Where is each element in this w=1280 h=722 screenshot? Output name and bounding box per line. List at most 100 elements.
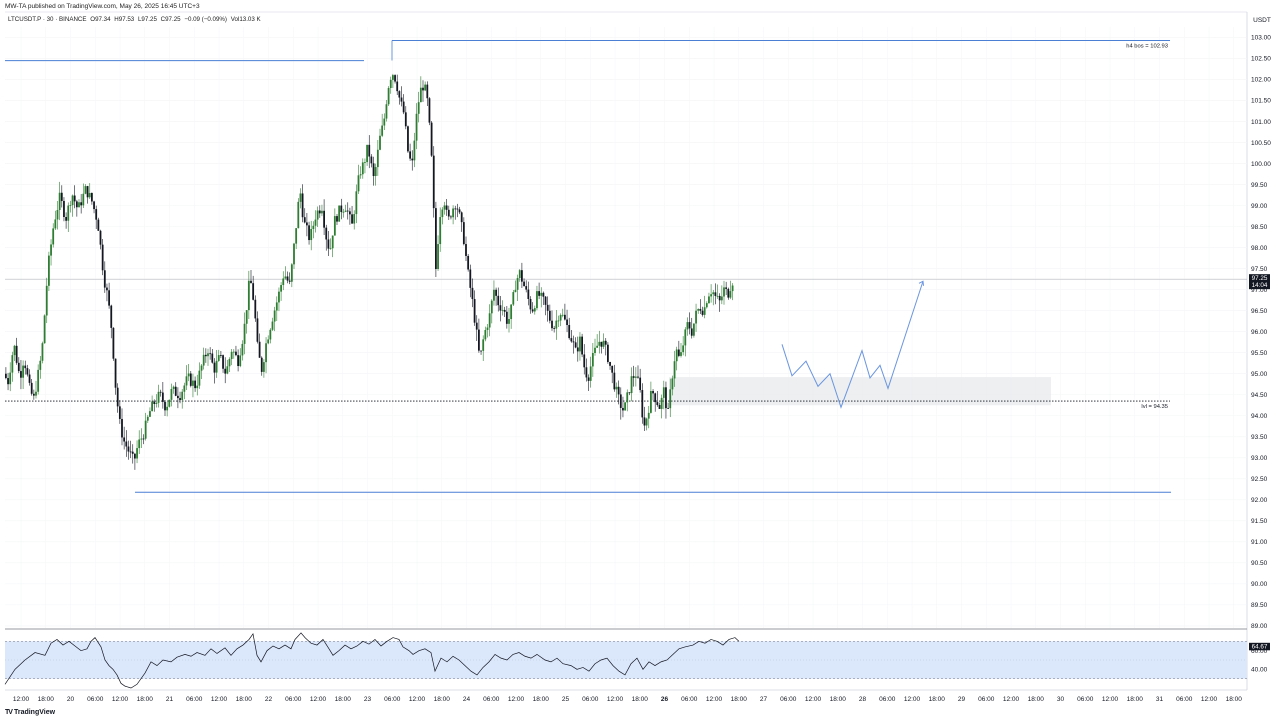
candle-body xyxy=(591,353,594,367)
candle-body xyxy=(271,321,274,330)
candle-body xyxy=(11,355,14,373)
candle-body xyxy=(187,373,190,377)
candle-body xyxy=(387,88,390,105)
candle-body xyxy=(450,216,452,218)
x-tick-label: 18:00 xyxy=(1028,696,1045,703)
x-tick-label: 06:00 xyxy=(681,696,698,703)
brand-label: TradingView xyxy=(13,709,56,716)
candle-body xyxy=(198,370,201,386)
candle-body xyxy=(250,280,252,284)
candle-body xyxy=(482,339,485,351)
currency-label: USDT xyxy=(1253,17,1271,24)
candle-body xyxy=(654,393,657,403)
x-tick-label: 12:00 xyxy=(310,696,327,703)
candle-body xyxy=(116,387,119,407)
rsi-line xyxy=(4,632,740,689)
candle-body xyxy=(297,201,300,229)
x-tick-label: 18:00 xyxy=(335,696,352,703)
candle-body xyxy=(22,365,24,378)
y-tick-label: 91.50 xyxy=(1251,518,1268,525)
candle-body xyxy=(525,286,528,290)
candle-body xyxy=(325,227,328,240)
candle-body xyxy=(215,360,218,373)
candle-body xyxy=(310,229,313,241)
candle-body xyxy=(723,287,725,297)
candle-body xyxy=(196,385,199,389)
candle-body xyxy=(192,380,194,386)
candle-body xyxy=(157,391,160,403)
candle-body xyxy=(628,392,631,394)
candle-body xyxy=(58,192,61,211)
candle-body xyxy=(643,417,646,426)
published-note: MW-TA published on TradingView.com, May … xyxy=(5,3,200,10)
candle-body xyxy=(660,397,663,409)
x-tick-label: 12:00 xyxy=(112,696,129,703)
candle-body xyxy=(295,228,298,244)
y-tick-label: 93.50 xyxy=(1251,434,1268,441)
symbol-name[interactable]: LTCUSDT.P · 30 · BINANCE xyxy=(8,16,87,23)
candle-body xyxy=(254,299,257,319)
candle-body xyxy=(589,366,592,381)
candle-body xyxy=(385,104,388,119)
candle-body xyxy=(318,210,321,214)
candle-body xyxy=(56,210,59,220)
candle-body xyxy=(503,309,506,312)
candle-body xyxy=(650,391,652,413)
candle-body xyxy=(140,438,143,440)
candle-body xyxy=(20,371,22,378)
candle-body xyxy=(86,186,89,198)
x-tick-label: 12:00 xyxy=(607,696,624,703)
candle-body xyxy=(99,230,102,245)
x-tick-label: 31 xyxy=(1156,696,1164,703)
candle-body xyxy=(561,314,564,316)
candle-body xyxy=(598,341,601,346)
candle-body xyxy=(301,193,304,218)
ohlc-low: L97.25 xyxy=(137,16,157,23)
candle-body xyxy=(409,151,411,159)
candle-body xyxy=(252,283,255,300)
candle-body xyxy=(475,322,478,330)
candle-body xyxy=(415,113,418,141)
candle-body xyxy=(490,300,493,314)
candle-body xyxy=(355,191,358,215)
candle-body xyxy=(690,328,693,336)
candle-body xyxy=(265,343,267,363)
candle-body xyxy=(308,225,310,241)
symbol-legend[interactable]: LTCUSDT.P · 30 · BINANCE O97.34 H97.53 L… xyxy=(8,16,263,23)
candle-body xyxy=(394,75,396,82)
candle-body xyxy=(73,195,76,202)
candle-body xyxy=(278,291,280,303)
candle-body xyxy=(368,144,371,157)
candle-body xyxy=(340,205,343,213)
candle-body xyxy=(5,373,7,379)
candle-body xyxy=(247,280,250,311)
candle-body xyxy=(583,354,586,368)
candle-body xyxy=(35,391,37,396)
candle-body xyxy=(495,289,497,296)
candle-body xyxy=(514,289,517,293)
candle-body xyxy=(32,393,35,396)
candle-body xyxy=(181,391,184,400)
candle-body xyxy=(306,222,308,226)
last-price-badge xyxy=(1249,274,1270,290)
last-price-value: 97.25 xyxy=(1252,275,1268,282)
x-tick-label: 12:00 xyxy=(1201,696,1218,703)
candle-body xyxy=(153,401,156,404)
candle-body xyxy=(667,408,669,409)
candle-body xyxy=(303,217,306,223)
candle-body xyxy=(97,219,100,231)
tradingview-logo-icon: TV xyxy=(5,709,13,716)
tradingview-logo[interactable]: TV TradingView xyxy=(5,709,55,716)
candle-body xyxy=(75,201,78,208)
candle-body xyxy=(269,329,272,340)
demand-zone xyxy=(669,377,1051,406)
candle-body xyxy=(600,341,603,347)
candle-body xyxy=(441,209,444,218)
candle-body xyxy=(146,416,149,421)
x-tick-label: 06:00 xyxy=(780,696,797,703)
candle-body xyxy=(680,352,682,356)
x-tick-label: 06:00 xyxy=(978,696,995,703)
candle-body xyxy=(164,401,166,411)
candle-body xyxy=(136,448,138,459)
